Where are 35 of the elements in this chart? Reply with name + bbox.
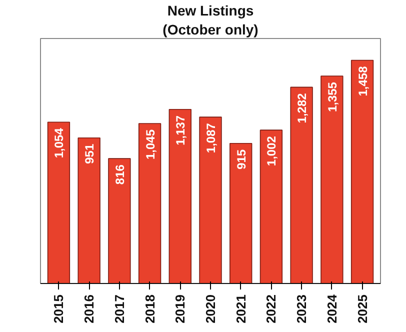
x-tick-label: 2021	[233, 294, 248, 324]
data-label: 915	[234, 149, 248, 170]
x-tick-label: 2023	[294, 294, 310, 324]
data-label: 951	[82, 144, 97, 164]
data-label: 1,045	[143, 129, 158, 160]
data-label: 1,087	[204, 122, 218, 154]
data-label: 1,458	[356, 66, 370, 96]
bar	[108, 158, 131, 284]
chart-title: New Listings	[167, 2, 254, 18]
bar	[320, 76, 344, 284]
bar	[199, 116, 222, 284]
bar	[168, 108, 192, 284]
x-tick-label: 2020	[203, 294, 218, 324]
x-tick-label: 2025	[354, 294, 370, 324]
x-tick-label: 2017	[112, 294, 127, 324]
data-label: 1,355	[325, 82, 340, 112]
data-label: 1,054	[52, 128, 66, 158]
x-tick-label: 2022	[264, 294, 279, 324]
chart-subtitle: (October only)	[162, 22, 258, 38]
x-tick-label: 2015	[51, 294, 66, 324]
bar	[47, 122, 70, 284]
bar	[290, 86, 313, 284]
data-label: 1,137	[174, 115, 188, 146]
bar	[230, 142, 252, 284]
data-label: 1,282	[295, 92, 310, 124]
x-tick-label: 2016	[82, 294, 97, 324]
x-tick-label: 2024	[324, 294, 340, 324]
bar	[138, 123, 162, 284]
x-tick-label: 2019	[172, 294, 188, 324]
data-label: 816	[112, 164, 127, 185]
data-label: 1,002	[264, 136, 279, 166]
x-tick-label: 2018	[142, 294, 158, 324]
bar	[78, 137, 100, 284]
bar	[350, 60, 374, 284]
bar	[260, 130, 283, 284]
